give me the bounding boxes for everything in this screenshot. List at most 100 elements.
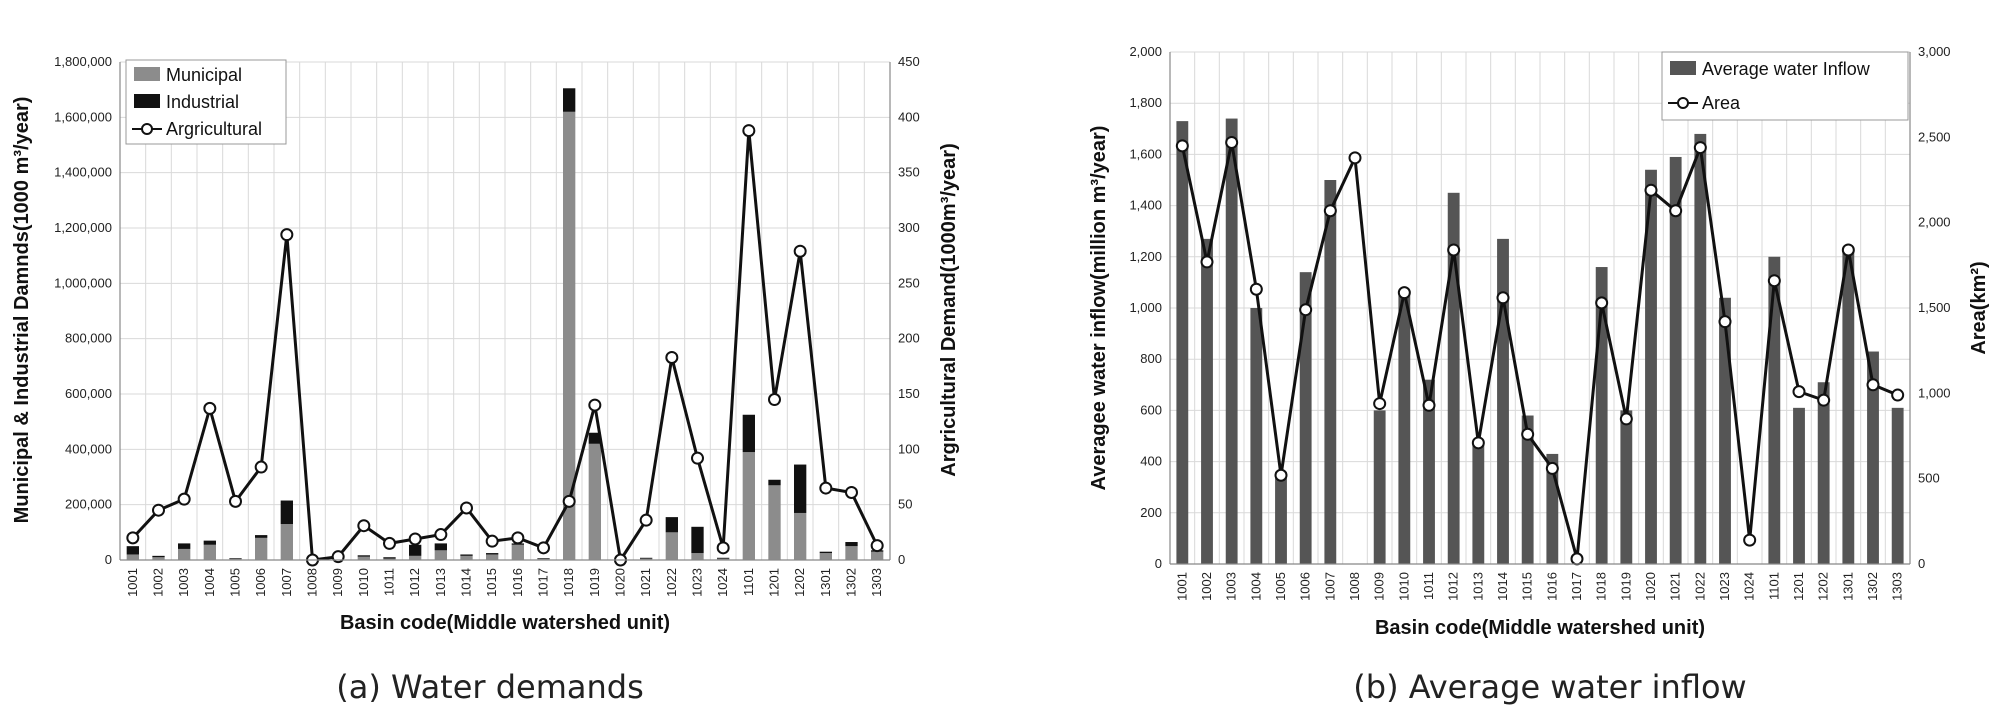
point-argricultural	[152, 503, 165, 517]
x-tick-label: 1007	[279, 568, 294, 597]
bar-average-water-inflow	[1817, 382, 1830, 564]
y2-tick-label: 0	[898, 552, 905, 567]
bar-average-water-inflow	[1299, 272, 1312, 564]
bar-industrial	[845, 542, 858, 547]
y-tick-label: 0	[105, 552, 112, 567]
point-area	[1299, 303, 1313, 317]
bar-industrial	[640, 557, 653, 559]
bar-average-water-inflow	[1398, 295, 1411, 564]
x-tick-label: 1016	[510, 568, 525, 597]
point-area	[1521, 427, 1535, 441]
x-tick-label: 1013	[1470, 572, 1485, 601]
point-argricultural	[177, 492, 191, 506]
x-tick-label: 1015	[484, 568, 499, 597]
bar-average-water-inflow	[1225, 118, 1238, 564]
x-tick-label: 1002	[151, 568, 166, 597]
line-b	[1175, 135, 1905, 566]
point-argricultural	[126, 531, 140, 545]
point-area	[1471, 436, 1485, 450]
y-axis-label-b: Averagee water inflow(million m³/year)	[1088, 126, 1110, 491]
x-tick-label: 1009	[330, 568, 345, 597]
x-tick-label: 1302	[1865, 572, 1880, 601]
x-tick-label: 1101	[1766, 572, 1781, 600]
chart-water-demands: 0 200,000 400,000 600,000 800,000 1,000,000 1,…	[11, 54, 960, 706]
bar-municipal	[717, 558, 730, 560]
bar-industrial	[178, 543, 191, 549]
y2-tick-label: 2,500	[1918, 129, 1951, 144]
y2-tick-label: 1,000	[1918, 385, 1951, 400]
bar-municipal	[203, 544, 216, 560]
x-tick-label: 1012	[407, 568, 422, 597]
y-tick-label: 1,600	[1129, 146, 1162, 161]
bar-average-water-inflow	[1447, 192, 1460, 565]
bar-average-water-inflow	[1546, 453, 1559, 564]
y-tick-label: 200,000	[65, 497, 112, 512]
x-tick-label: 1202	[1816, 572, 1831, 601]
bar-industrial	[819, 551, 832, 554]
point-argricultural	[203, 401, 217, 415]
y-tick-label: 200	[1140, 505, 1162, 520]
point-area	[1249, 282, 1263, 296]
bar-industrial	[383, 557, 396, 559]
bars-b	[1176, 118, 1904, 565]
bar-municipal	[409, 555, 422, 560]
point-area	[1817, 393, 1831, 407]
bar-industrial	[665, 517, 678, 533]
bar-municipal	[126, 554, 139, 560]
bar-average-water-inflow	[1595, 267, 1608, 564]
bar-municipal	[640, 558, 653, 560]
x-tick-label: 1018	[561, 568, 576, 597]
y2-tick-label: 0	[1918, 556, 1925, 571]
x-tick-label: 1303	[869, 568, 884, 597]
bar-average-water-inflow	[1423, 379, 1435, 564]
x-tick-label: 1003	[176, 568, 191, 597]
x-tick-label: 1012	[1446, 572, 1461, 601]
chart-average-water-inflow: 0 200 400 600 800 1,000 1,200 1,400 1,600 1,800 2,…	[1088, 44, 1990, 706]
x-tick-label: 1017	[1569, 572, 1584, 601]
y2-tick-label: 300	[898, 220, 920, 235]
bar-industrial	[229, 558, 242, 559]
ticks-b: 0 200 400 600 800 1,000 1,200 1,400 1,600 1,800 2,…	[1129, 44, 1950, 601]
bar-average-water-inflow	[1867, 351, 1879, 564]
bar-average-water-inflow	[1201, 238, 1213, 564]
point-area	[1767, 274, 1781, 288]
bar-average-water-inflow	[1669, 156, 1682, 564]
point-argricultural	[254, 460, 268, 474]
point-argricultural	[639, 513, 653, 527]
x-tick-label: 1020	[613, 568, 628, 597]
point-argricultural	[383, 536, 396, 550]
bar-industrial	[742, 414, 755, 453]
bar-municipal	[819, 553, 832, 560]
bar-industrial	[486, 553, 499, 555]
x-tick-label: 1016	[1544, 572, 1559, 601]
x-tick-label: 1024	[715, 568, 730, 597]
point-argricultural	[845, 485, 858, 499]
legend-marker-agricultural	[141, 123, 153, 135]
x-tick-label: 1201	[767, 568, 782, 597]
x-tick-label: 1021	[638, 568, 653, 597]
y2-tick-label: 250	[898, 275, 920, 290]
axes-a	[119, 62, 891, 561]
bar-industrial	[203, 540, 216, 545]
bar-average-water-inflow	[1768, 256, 1781, 564]
point-argricultural	[485, 534, 499, 548]
y2-tick-label: 150	[898, 386, 920, 401]
legend-b: Average water Inflow Area	[1661, 51, 1909, 121]
point-area	[1669, 204, 1683, 218]
bar-average-water-inflow	[1275, 471, 1287, 564]
y-axis-label-a: Municipal & Industrial Damnds(1000 m³/ye…	[11, 97, 33, 524]
bar-municipal	[665, 532, 678, 560]
x-tick-label: 1005	[228, 568, 243, 597]
y2-axis-label-a: Argricultural Demand(1000m³/year)	[938, 143, 960, 476]
x-tick-label: 1006	[253, 568, 268, 597]
x-tick-label: 1020	[1643, 572, 1658, 601]
bar-average-water-inflow	[1620, 410, 1633, 564]
x-tick-label: 1004	[202, 568, 217, 597]
x-tick-label: 1022	[664, 568, 679, 597]
point-area	[1866, 378, 1880, 392]
y-tick-label: 1,000	[1129, 300, 1162, 315]
y-tick-label: 600,000	[65, 386, 112, 401]
x-tick-label: 1011	[1421, 572, 1436, 600]
x-tick-label: 1008	[1347, 572, 1362, 601]
